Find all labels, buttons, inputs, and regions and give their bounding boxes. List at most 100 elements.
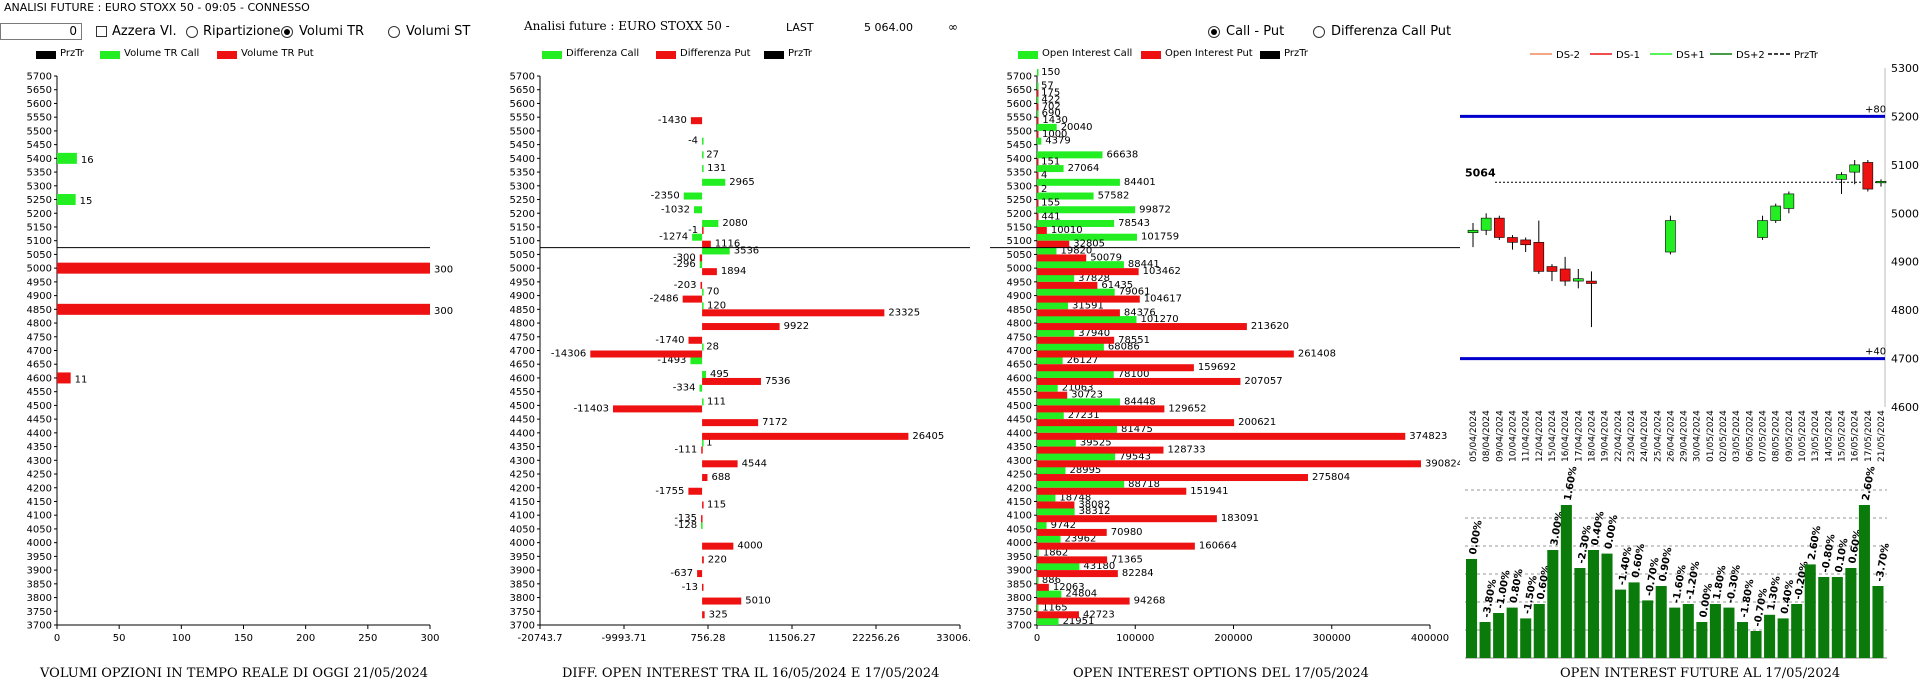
bar-value-label: 38082	[1078, 499, 1110, 510]
bar-value-label: 84448	[1124, 396, 1156, 407]
strike-tick-label: 4400	[27, 428, 52, 439]
ripartizione-label: Ripartizione	[203, 24, 281, 39]
bar-put	[1037, 487, 1187, 495]
date-tick-label: 09/05/2024	[1785, 410, 1795, 462]
pct-bar	[1642, 600, 1654, 658]
strike-tick-label: 4400	[510, 428, 535, 439]
volumi-st-radio[interactable]	[388, 26, 400, 38]
bar-value-label: 1862	[1043, 547, 1068, 558]
legend-volume-put: Volume TR Put	[241, 48, 314, 59]
bar-value-label: 31591	[1072, 300, 1104, 311]
strike-tick-label: 4400	[1007, 428, 1032, 439]
bar-value-label: 50079	[1090, 252, 1122, 263]
ripartizione-radio[interactable]	[186, 26, 198, 38]
bar-call	[1037, 439, 1076, 447]
strike-tick-label: 5550	[510, 113, 535, 124]
bar-put	[57, 303, 430, 315]
strike-tick-label: 3750	[1007, 607, 1032, 618]
bar-put	[1037, 130, 1039, 138]
strike-tick-label: 5150	[1007, 222, 1032, 233]
call-put-radio[interactable]	[1208, 26, 1220, 38]
strike-tick-label: 4250	[1007, 470, 1032, 481]
date-tick-label: 15/05/2024	[1838, 410, 1848, 462]
bar-value-label: 24804	[1065, 589, 1097, 600]
date-tick-label: 19/04/2024	[1601, 410, 1611, 462]
bar-value-label: 155	[1041, 198, 1060, 209]
pct-bar	[1831, 577, 1843, 658]
strike-tick-label: 4150	[1007, 497, 1032, 508]
candle-body	[1507, 237, 1518, 243]
bar-call	[1037, 357, 1063, 365]
bar-value-label: 70	[707, 287, 720, 298]
bar-put	[702, 240, 711, 248]
bar-value-label: 27231	[1068, 410, 1100, 421]
strike-tick-label: 4850	[510, 305, 535, 316]
strike-tick-label: 5400	[510, 154, 535, 165]
bar-put	[701, 515, 703, 523]
strike-tick-label: 5700	[27, 72, 52, 83]
bar-call	[702, 165, 704, 173]
bar-call	[1037, 425, 1118, 433]
pct-bar	[1791, 604, 1803, 658]
date-tick-label: 14/05/2024	[1824, 410, 1834, 462]
bar-value-label: 12063	[1053, 582, 1085, 593]
bar-put	[1037, 336, 1115, 344]
pct-bar	[1709, 604, 1721, 658]
strike-tick-label: 4600	[1007, 373, 1032, 384]
date-tick-label: 13/05/2024	[1811, 410, 1821, 462]
bar-put	[702, 226, 704, 234]
strike-tick-label: 5250	[510, 195, 535, 206]
strike-tick-label: 4300	[510, 456, 535, 467]
bar-value-label: 261408	[1298, 349, 1336, 360]
bar-value-label: 151	[1041, 156, 1060, 167]
strike-tick-label: 5100	[510, 236, 535, 247]
diff-call-put-radio[interactable]	[1313, 26, 1325, 38]
count-input[interactable]: 0	[0, 23, 82, 40]
candle-body	[1467, 229, 1479, 233]
bar-put	[1037, 89, 1039, 97]
pct-bar	[1615, 589, 1627, 658]
strike-tick-label: 3850	[510, 579, 535, 590]
bar-call	[699, 261, 703, 269]
bar-value-label: -300	[673, 252, 696, 263]
pct-bar	[1547, 550, 1559, 658]
bar-call	[1037, 508, 1075, 516]
x-tick-label: 300	[420, 633, 439, 644]
strike-tick-label: 4100	[510, 511, 535, 522]
bar-put	[1037, 268, 1139, 276]
bar-put	[702, 268, 717, 276]
bar-value-label: 42723	[1083, 609, 1115, 620]
bar-value-label: 70980	[1111, 527, 1143, 538]
strike-tick-label: 4950	[1007, 277, 1032, 288]
bar-value-label: 37828	[1078, 273, 1110, 284]
bar-put	[702, 419, 759, 427]
strike-tick-label: 5200	[1007, 209, 1032, 220]
legend-swatch-call	[100, 51, 120, 59]
bar-call	[1037, 274, 1075, 282]
bar-call	[1037, 535, 1061, 543]
strike-tick-label: 5300	[510, 181, 535, 192]
bar-value-label: 300	[434, 306, 453, 317]
date-tick-label: 26/04/2024	[1666, 410, 1676, 462]
bar-value-label: -13	[682, 582, 698, 593]
strike-tick-label: 5100	[27, 236, 52, 247]
strike-tick-label: 5600	[1007, 99, 1032, 110]
bar-call	[1037, 247, 1057, 255]
strike-tick-label: 3900	[1007, 566, 1032, 577]
strike-tick-label: 3750	[510, 607, 535, 618]
azzera-checkbox[interactable]	[96, 26, 107, 37]
bar-value-label: 11	[75, 374, 88, 385]
bar-put	[1037, 172, 1039, 180]
bar-value-label: 66638	[1106, 149, 1138, 160]
bar-value-label: 21951	[1063, 616, 1095, 627]
pct-bar	[1493, 613, 1505, 658]
pct-bar	[1804, 564, 1816, 658]
bar-put	[1037, 515, 1217, 523]
price-tick-label: 4900	[1891, 256, 1919, 269]
volumi-tr-radio[interactable]	[281, 26, 293, 38]
strike-tick-label: 5000	[1007, 264, 1032, 275]
last-price-label: 5064	[1465, 166, 1496, 179]
diff-call-put-label: Differenza Call Put	[1331, 24, 1452, 39]
legend-swatch-diff-put	[656, 51, 676, 59]
bar-value-label: -1755	[655, 486, 684, 497]
